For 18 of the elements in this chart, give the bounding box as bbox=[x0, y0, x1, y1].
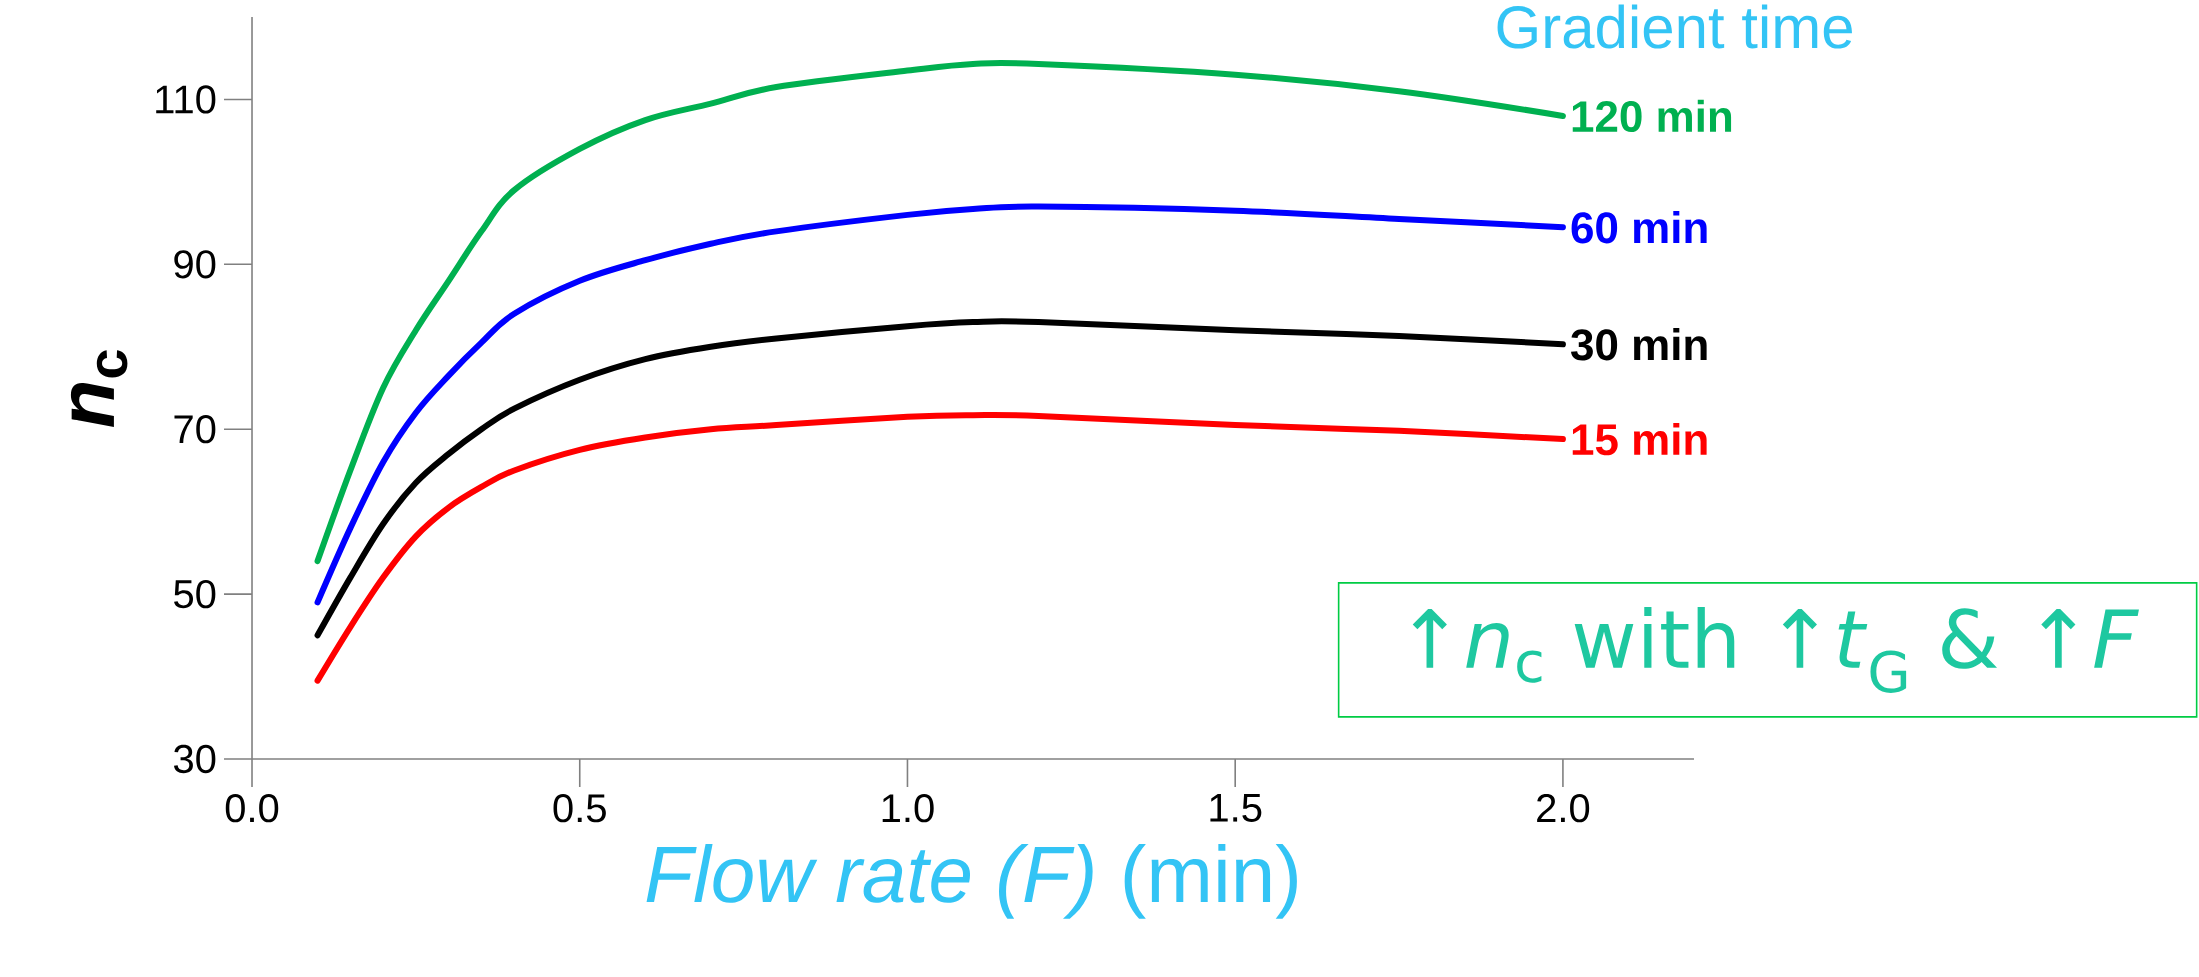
series-label: 15 min bbox=[1572, 422, 1707, 456]
annotation: ↑n$_{c}$ with ↑t$_{G}$ & ↑F bbox=[1412, 606, 2139, 693]
y-tick-label: 70 bbox=[174, 415, 216, 444]
series-label: 60 min bbox=[1571, 211, 1707, 244]
y-tick-label: 30 bbox=[173, 744, 216, 774]
y-axis-title: n$_{c}$ bbox=[70, 350, 128, 428]
series-label: 30 min bbox=[1570, 328, 1707, 361]
y-tick-label: 50 bbox=[174, 579, 216, 609]
x-tick-label: 0.5 bbox=[553, 794, 606, 823]
x-tick-label: 2.0 bbox=[1537, 794, 1590, 823]
x-axis-title: Flow rate (F) (min) bbox=[646, 844, 1297, 919]
series-label: 120 min bbox=[1572, 99, 1732, 133]
y-tick-label: 90 bbox=[174, 250, 216, 279]
y-tick-label: 110 bbox=[156, 85, 216, 114]
x-tick-label: 1.5 bbox=[1210, 794, 1262, 822]
x-tick-label: 0.0 bbox=[225, 794, 279, 823]
legend-title: Gradient time bbox=[1497, 4, 1852, 49]
x-tick-label: 1.0 bbox=[882, 794, 934, 823]
